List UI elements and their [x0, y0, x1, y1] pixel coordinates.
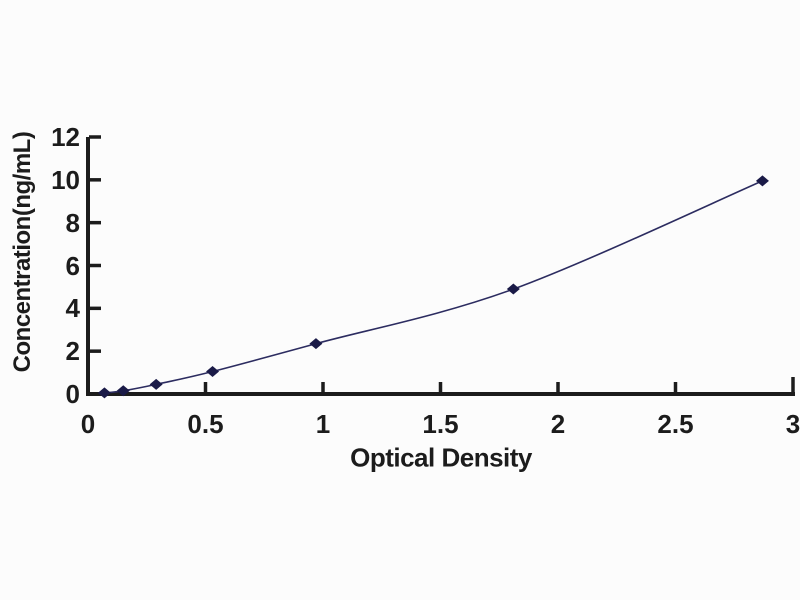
- x-tick-label: 1: [315, 409, 331, 439]
- y-tick-label: 0: [65, 379, 80, 409]
- y-tick-label: 2: [65, 336, 80, 367]
- y-tick-label: 8: [65, 207, 80, 238]
- x-tick-label: 0.5: [187, 409, 224, 439]
- y-tick-label: 10: [51, 164, 80, 195]
- x-tick-label: 0: [80, 409, 96, 439]
- y-tick-label: 4: [65, 293, 80, 324]
- standard-curve-line: [104, 180, 763, 394]
- y-tick-label: 12: [51, 122, 80, 152]
- x-axis-title: Optical Density: [350, 442, 532, 473]
- data-point-marker: [755, 175, 769, 187]
- x-tick-label: 1.5: [422, 409, 459, 439]
- data-point-marker: [149, 378, 163, 390]
- data-point-marker: [309, 338, 323, 350]
- x-tick-label: 2: [550, 409, 566, 439]
- y-tick-label: 6: [65, 250, 80, 281]
- x-tick-label: 3: [785, 409, 800, 439]
- data-point-marker: [506, 283, 520, 295]
- x-tick-label: 2.5: [657, 409, 694, 439]
- data-point-marker: [116, 385, 130, 397]
- data-point-marker: [97, 387, 111, 399]
- data-point-marker: [206, 366, 220, 378]
- y-axis-title: Concentration(ng/mL): [9, 131, 36, 373]
